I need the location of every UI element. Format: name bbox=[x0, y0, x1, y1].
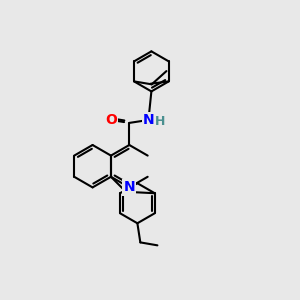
Text: O: O bbox=[105, 113, 117, 127]
Text: N: N bbox=[142, 113, 154, 127]
Text: H: H bbox=[155, 115, 165, 128]
Text: N: N bbox=[124, 180, 135, 194]
